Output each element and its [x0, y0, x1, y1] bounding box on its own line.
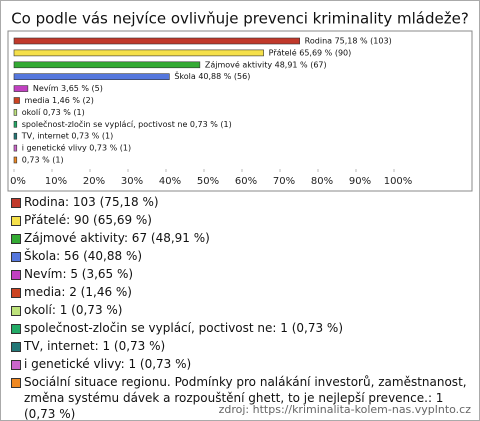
bar-label: i genetické vlivy 0,73 % (1) — [22, 143, 131, 153]
x-tick-label: 40% — [159, 176, 181, 187]
legend-item: Sociální situace regionu. Podmínky pro n… — [11, 374, 469, 421]
legend-swatch — [11, 270, 21, 280]
bar — [13, 121, 18, 128]
bar — [13, 109, 18, 116]
x-tick-label: 0% — [10, 176, 26, 187]
x-tick-label: 50% — [197, 176, 219, 187]
x-tick-label: 10% — [45, 176, 67, 187]
legend-label: Škola: 56 (40,88 %) — [24, 249, 143, 263]
bar — [13, 49, 264, 57]
bar — [13, 156, 18, 164]
legend: Rodina: 103 (75,18 %) Přátelé: 90 (65,69 … — [11, 194, 469, 421]
legend-item: Škola: 56 (40,88 %) — [11, 248, 469, 264]
bar — [13, 61, 201, 69]
x-tick-label: 90% — [349, 176, 371, 187]
bar-label: TV, internet 0,73 % (1) — [21, 132, 113, 141]
legend-label: TV, internet: 1 (0,73 %) — [24, 339, 166, 353]
legend-swatch — [11, 378, 21, 388]
legend-label: společnost-zločin se vyplácí, poctivost … — [24, 321, 344, 335]
legend-item: i genetické vlivy: 1 (0,73 %) — [11, 356, 469, 372]
legend-item: okolí: 1 (0,73 %) — [11, 302, 469, 318]
bar-label: společnost-zločin se vyplácí, poctivost … — [22, 119, 232, 129]
legend-swatch — [11, 216, 21, 226]
legend-label: Nevím: 5 (3,65 %) — [24, 267, 134, 281]
x-tick-label: 70% — [273, 176, 295, 187]
bar-label: Zájmové aktivity 48,91 % (67) — [205, 59, 327, 69]
x-tick-label: 80% — [311, 176, 333, 187]
legend-item: media: 2 (1,46 %) — [11, 284, 469, 300]
legend-swatch — [11, 342, 21, 352]
legend-label: Zájmové aktivity: 67 (48,91 %) — [24, 231, 210, 245]
bar — [13, 37, 300, 45]
plot-frame — [7, 30, 473, 192]
bar-label: Škola 40,88 % (56) — [174, 70, 250, 81]
legend-swatch — [11, 198, 21, 208]
legend-item: Nevím: 5 (3,65 %) — [11, 266, 469, 282]
legend-label: i genetické vlivy: 1 (0,73 %) — [24, 357, 192, 371]
legend-swatch — [11, 234, 21, 244]
bar-label: Rodina 75,18 % (103) — [305, 37, 392, 46]
x-tick-label: 20% — [83, 176, 105, 187]
legend-label: okolí: 1 (0,73 %) — [24, 303, 123, 317]
legend-item: Zájmové aktivity: 67 (48,91 %) — [11, 230, 469, 246]
bar-label: media 1,46 % (2) — [25, 96, 94, 105]
chart-title: Co podle vás nejvíce ovlivňuje prevenci … — [11, 10, 469, 28]
legend-swatch — [11, 252, 21, 262]
legend-item: TV, internet: 1 (0,73 %) — [11, 338, 469, 354]
legend-item: Rodina: 103 (75,18 %) — [11, 194, 469, 210]
legend-label: Sociální situace regionu. Podmínky pro n… — [24, 375, 467, 421]
bar-label: Přátelé 65,69 % (90) — [269, 47, 352, 57]
legend-swatch — [11, 306, 21, 316]
legend-swatch — [11, 324, 21, 334]
legend-swatch — [11, 288, 21, 298]
x-tick-label: 100% — [384, 176, 413, 187]
bar-label: Nevím 3,65 % (5) — [33, 84, 103, 93]
bar — [13, 97, 20, 104]
bar — [13, 85, 29, 92]
legend-label: Přátelé: 90 (65,69 %) — [24, 213, 152, 227]
legend-swatch — [11, 360, 21, 370]
bar — [13, 132, 18, 140]
legend-label: media: 2 (1,46 %) — [24, 285, 132, 299]
bar — [13, 73, 170, 80]
x-tick-label: 60% — [235, 176, 257, 187]
x-tick-label: 30% — [121, 176, 143, 187]
bar-label: okolí 0,73 % (1) — [22, 108, 85, 117]
source: zdroj: https://kriminalita-kolem-nas.vyp… — [218, 403, 471, 416]
chart-svg: Co podle vás nejvíce ovlivňuje prevenci … — [7, 10, 473, 192]
bar-label: 0,73 % (1) — [22, 156, 64, 165]
bar — [13, 144, 18, 152]
legend-item: společnost-zločin se vyplácí, poctivost … — [11, 320, 469, 336]
legend-item: Přátelé: 90 (65,69 %) — [11, 212, 469, 228]
legend-label: Rodina: 103 (75,18 %) — [24, 195, 159, 209]
